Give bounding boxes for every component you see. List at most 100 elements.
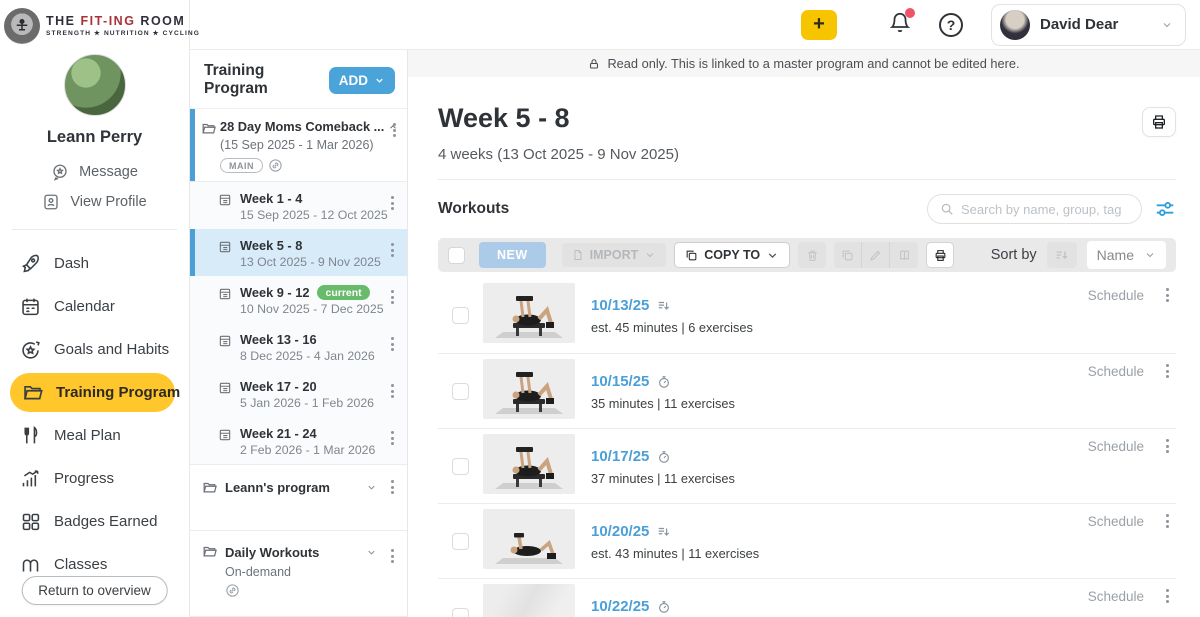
search-input[interactable] xyxy=(961,201,1129,217)
workout-row: 10/17/25 37 minutes | 11 exercises Sched… xyxy=(438,428,1176,503)
workout-menu-button[interactable] xyxy=(1160,587,1174,605)
workout-date-link[interactable]: 10/17/25 xyxy=(591,448,650,465)
workouts-list: 10/13/25 est. 45 minutes | 6 exercises S… xyxy=(438,278,1176,617)
program-name: 28 Day Moms Comeback ... xyxy=(220,119,385,134)
workout-checkbox[interactable] xyxy=(452,458,469,475)
week-menu-button[interactable] xyxy=(385,288,399,306)
import-button[interactable]: IMPORT xyxy=(561,243,667,267)
sidebar-item-calendar[interactable]: Calendar xyxy=(0,285,189,328)
workout-date-link[interactable]: 10/15/25 xyxy=(591,373,650,390)
sidebar-item-label: Progress xyxy=(54,470,115,487)
delete-button[interactable] xyxy=(798,242,827,268)
week-menu-button[interactable] xyxy=(385,335,399,353)
sort-direction-button[interactable] xyxy=(1046,242,1077,268)
import-label: IMPORT xyxy=(589,248,639,262)
workout-checkbox[interactable] xyxy=(452,383,469,400)
sidebar-item-label: Calendar xyxy=(54,298,115,315)
workout-thumbnail[interactable] xyxy=(483,509,575,569)
folder-icon xyxy=(203,482,217,492)
new-workout-button[interactable]: NEW xyxy=(479,242,546,268)
schedule-link[interactable]: Schedule xyxy=(1087,588,1144,604)
program-item[interactable]: 28 Day Moms Comeback ... (15 Sep 2025 - … xyxy=(190,108,407,181)
workout-checkbox[interactable] xyxy=(452,608,469,617)
workout-thumbnail[interactable] xyxy=(483,283,575,343)
schedule-link[interactable]: Schedule xyxy=(1087,513,1144,529)
workout-thumbnail[interactable] xyxy=(483,584,575,617)
sidebar-item-classes[interactable]: Classes xyxy=(0,543,189,586)
help-button[interactable]: ? xyxy=(939,12,963,37)
chevron-down-icon xyxy=(376,78,383,83)
classes-icon xyxy=(22,559,39,572)
week-item-13-16[interactable]: Week 13 - 16 8 Dec 2025 - 4 Jan 2026 xyxy=(190,323,407,370)
schedule-link[interactable]: Schedule xyxy=(1087,287,1144,303)
chevron-down-icon[interactable] xyxy=(366,482,377,493)
workouts-title: Workouts xyxy=(438,200,510,217)
workout-menu-button[interactable] xyxy=(1160,286,1174,304)
copy-to-button[interactable]: COPY TO xyxy=(674,242,791,268)
workout-menu-button[interactable] xyxy=(1160,362,1174,380)
select-all-checkbox[interactable] xyxy=(448,246,465,264)
panel-add-button[interactable]: ADD xyxy=(328,66,395,94)
sidebar-item-meal-plan[interactable]: Meal Plan xyxy=(0,414,189,457)
filter-sliders-icon[interactable] xyxy=(1154,198,1176,220)
content-region: Training Program ADD 28 Day Moms Comebac… xyxy=(190,50,1200,617)
workout-date-link[interactable]: 10/20/25 xyxy=(591,523,650,540)
workout-menu-button[interactable] xyxy=(1160,437,1174,455)
global-add-button[interactable]: + xyxy=(801,9,837,40)
user-menu[interactable]: David Dear xyxy=(991,3,1186,46)
week-item-21-24[interactable]: Week 21 - 24 2 Feb 2026 - 1 Mar 2026 xyxy=(190,417,407,464)
chevron-down-icon[interactable] xyxy=(366,547,377,558)
notifications-button[interactable] xyxy=(889,8,915,38)
folder-menu-button[interactable] xyxy=(385,478,399,496)
print-button[interactable] xyxy=(1142,107,1176,137)
week-item-17-20[interactable]: Week 17 - 20 5 Jan 2026 - 1 Feb 2026 xyxy=(190,370,407,417)
duplicate-button[interactable] xyxy=(834,242,863,268)
message-link[interactable]: Message xyxy=(51,157,138,187)
workouts-header: Workouts xyxy=(408,180,1200,234)
sidebar-item-goals[interactable]: Goals and Habits xyxy=(0,328,189,371)
folder-menu-button[interactable] xyxy=(385,547,399,565)
week-menu-button[interactable] xyxy=(385,429,399,447)
workout-row: 10/20/25 est. 43 minutes | 11 exercises … xyxy=(438,503,1176,578)
sort-field-dropdown[interactable]: Name xyxy=(1086,241,1166,269)
workout-thumbnail[interactable] xyxy=(483,359,575,419)
folder-leanns-program[interactable]: Leann's program xyxy=(190,464,407,509)
sidebar-item-training-program[interactable]: Training Program xyxy=(10,373,180,412)
edit-button[interactable] xyxy=(862,242,891,268)
book-icon xyxy=(899,250,909,260)
training-program-panel: Training Program ADD 28 Day Moms Comebac… xyxy=(190,50,408,617)
return-to-overview-button[interactable]: Return to overview xyxy=(21,576,168,605)
message-icon xyxy=(53,164,67,181)
week-menu-button[interactable] xyxy=(385,382,399,400)
program-menu-button[interactable] xyxy=(387,121,401,139)
bell-icon xyxy=(889,12,911,33)
week-dates: 15 Sep 2025 - 12 Oct 2025 xyxy=(240,208,388,222)
print-workouts-button[interactable] xyxy=(926,242,955,268)
week-item-9-12[interactable]: Week 9 - 12 current 10 Nov 2025 - 7 Dec … xyxy=(190,276,407,323)
sidebar-item-dash[interactable]: Dash xyxy=(0,242,189,285)
schedule-link[interactable]: Schedule xyxy=(1087,363,1144,379)
workout-date-link[interactable]: 10/22/25 xyxy=(591,598,650,615)
profile-card-icon xyxy=(44,194,59,210)
workout-thumbnail[interactable] xyxy=(483,434,575,494)
week-menu-button[interactable] xyxy=(385,241,399,259)
sidebar-item-progress[interactable]: Progress xyxy=(0,457,189,500)
sidebar-item-badges[interactable]: Badges Earned xyxy=(0,500,189,543)
workout-checkbox[interactable] xyxy=(452,533,469,550)
file-icon xyxy=(574,250,582,260)
folder-daily-workouts[interactable]: Daily Workouts On-demand xyxy=(190,530,407,616)
week-item-1-4[interactable]: Week 1 - 4 15 Sep 2025 - 12 Oct 2025 xyxy=(190,182,407,229)
view-profile-link[interactable]: View Profile xyxy=(42,187,147,217)
workout-menu-button[interactable] xyxy=(1160,512,1174,530)
week-dates: 5 Jan 2026 - 1 Feb 2026 xyxy=(240,396,374,410)
workout-date-link[interactable]: 10/13/25 xyxy=(591,297,650,314)
exercise-photo xyxy=(483,509,575,569)
workout-checkbox[interactable] xyxy=(452,307,469,324)
schedule-link[interactable]: Schedule xyxy=(1087,438,1144,454)
note-icon xyxy=(219,335,231,347)
week-menu-button[interactable] xyxy=(385,194,399,212)
export-button[interactable] xyxy=(890,242,919,268)
duplicate-icon xyxy=(842,250,853,260)
page-title: Week 5 - 8 xyxy=(438,103,570,133)
week-item-5-8[interactable]: Week 5 - 8 13 Oct 2025 - 9 Nov 2025 xyxy=(190,229,407,276)
